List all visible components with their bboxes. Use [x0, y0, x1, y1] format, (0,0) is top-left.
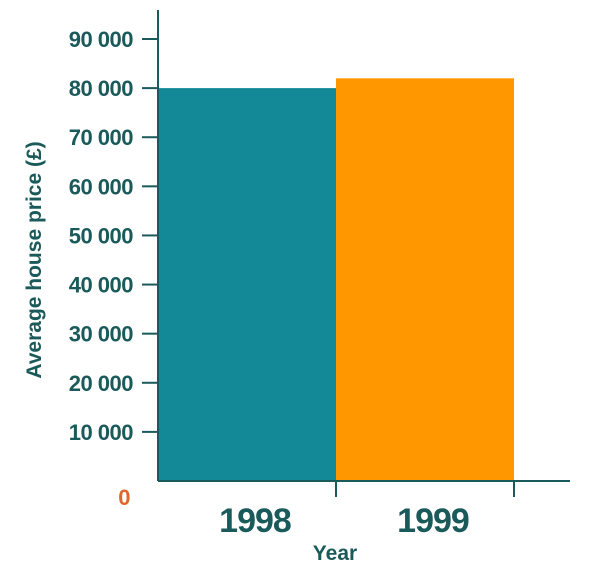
- x-tick-label-1999: 1999: [397, 502, 469, 540]
- y-tick-label: 50 000: [69, 223, 134, 248]
- y-tick-label: 70 000: [69, 125, 134, 150]
- y-axis-title: Average house price (£): [23, 141, 46, 378]
- bar-1998: [158, 88, 336, 481]
- y-tick-label: 10 000: [69, 420, 134, 445]
- bar-1999: [336, 78, 514, 482]
- y-tick-label: 90 000: [69, 27, 134, 52]
- y-tick-label: 30 000: [69, 322, 134, 347]
- y-tick-label: 20 000: [69, 371, 134, 396]
- y-tick-label: 0: [118, 485, 130, 510]
- x-axis-title: Year: [313, 542, 357, 565]
- y-tick-label: 60 000: [69, 174, 134, 199]
- y-ticks-group: 0 10 000 20 000 30 000 40 000 50 000 60 000 70 …: [69, 27, 158, 510]
- bars-group: [158, 78, 514, 482]
- x-ticks-group: 1998 1999: [219, 481, 515, 540]
- y-tick-label: 80 000: [69, 76, 134, 101]
- x-tick-label-1998: 1998: [219, 502, 291, 540]
- y-tick-label: 40 000: [69, 273, 134, 298]
